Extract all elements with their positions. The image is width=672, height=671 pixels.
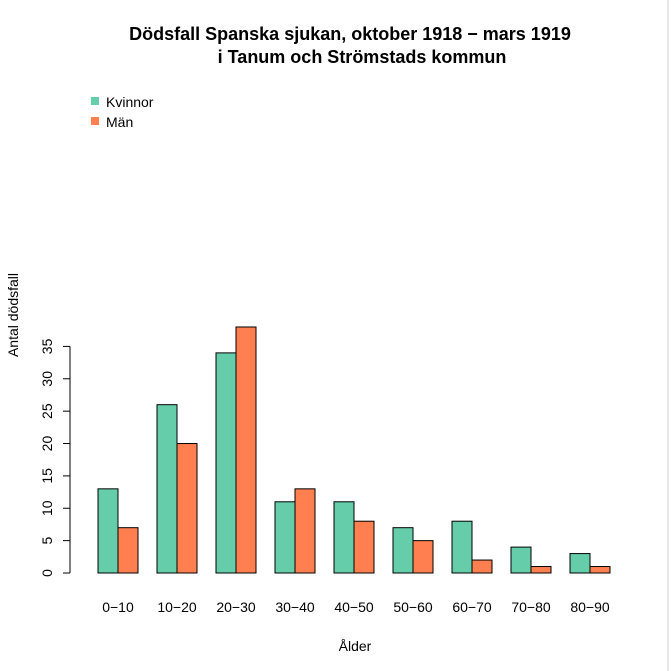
y-axis-label: Antal dödsfall bbox=[5, 273, 21, 357]
x-axis-tick-labels: 0−10 10−20 20−30 30−40 40−50 50−60 60−70 70−80 8… bbox=[102, 599, 610, 615]
bar-man-1 bbox=[176, 443, 198, 574]
x-tick-label-5: 50−60 bbox=[393, 599, 433, 615]
bar-kvinnor-4 bbox=[333, 501, 355, 574]
x-tick-label-0: 0−10 bbox=[102, 599, 134, 615]
y-tick-label-6: 30 bbox=[39, 371, 55, 387]
bar-kvinnor-6 bbox=[451, 520, 473, 574]
y-tick-label-2: 10 bbox=[39, 500, 55, 516]
bar-man-3 bbox=[294, 488, 316, 574]
bar-man-7 bbox=[530, 566, 552, 574]
y-axis: 0 5 10 15 20 25 30 35 bbox=[39, 338, 71, 577]
bar-kvinnor-3 bbox=[274, 501, 296, 574]
x-axis-label: Ålder bbox=[339, 638, 372, 654]
y-tick-label-0: 0 bbox=[39, 569, 55, 577]
bar-man-6 bbox=[471, 559, 493, 574]
legend-swatch-man bbox=[91, 117, 99, 125]
x-tick-label-1: 10−20 bbox=[157, 599, 197, 615]
legend-swatch-kvinnor bbox=[91, 97, 99, 105]
x-tick-label-8: 80−90 bbox=[570, 599, 610, 615]
x-tick-label-2: 20−30 bbox=[216, 599, 256, 615]
legend: Kvinnor Män bbox=[91, 94, 154, 130]
bar-kvinnor-7 bbox=[510, 546, 532, 574]
bar-kvinnor-2 bbox=[215, 352, 237, 574]
x-tick-label-3: 30−40 bbox=[275, 599, 315, 615]
legend-label-kvinnor: Kvinnor bbox=[106, 94, 154, 110]
bar-man-8 bbox=[589, 566, 611, 574]
y-tick-label-5: 25 bbox=[39, 403, 55, 419]
bar-kvinnor-5 bbox=[392, 527, 414, 574]
x-tick-label-7: 70−80 bbox=[511, 599, 551, 615]
y-tick-label-3: 15 bbox=[39, 468, 55, 484]
chart-title-line-1: Dödsfall Spanska sjukan, oktober 1918 − … bbox=[129, 24, 571, 44]
x-tick-label-6: 60−70 bbox=[452, 599, 492, 615]
bar-kvinnor-1 bbox=[156, 404, 178, 574]
bar-man-5 bbox=[412, 540, 434, 574]
bar-man-4 bbox=[353, 520, 375, 574]
bar-kvinnor-0 bbox=[97, 488, 119, 574]
bar-man-0 bbox=[117, 527, 139, 574]
bar-kvinnor-8 bbox=[569, 553, 591, 574]
legend-label-man: Män bbox=[106, 114, 133, 130]
bars-group bbox=[97, 326, 611, 574]
x-tick-label-4: 40−50 bbox=[334, 599, 374, 615]
bar-man-2 bbox=[235, 326, 257, 574]
y-tick-label-7: 35 bbox=[39, 338, 55, 354]
chart-title-line-2: i Tanum och Strömstads kommun bbox=[218, 47, 507, 67]
y-tick-label-1: 5 bbox=[39, 537, 55, 545]
y-tick-label-4: 20 bbox=[39, 436, 55, 452]
